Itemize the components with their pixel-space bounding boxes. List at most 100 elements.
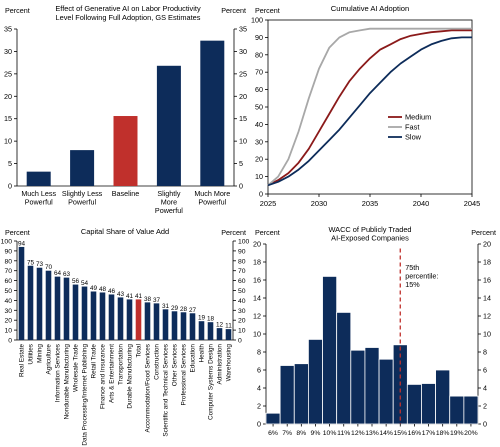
wacc-xtick-label: 13% xyxy=(365,430,379,437)
capital-share-category-label: Wholesale Trade xyxy=(73,344,80,392)
capital-share-bar xyxy=(36,267,43,340)
capital-share-ytick-label-right: 50 xyxy=(238,288,246,295)
wacc-bar xyxy=(463,395,479,425)
capital-share-value-label: 70 xyxy=(45,264,53,271)
capital-share-value-label: 54 xyxy=(81,280,89,287)
wacc-ytick-label-right: 6 xyxy=(483,366,487,375)
capital-share-category-label: Data Processing/Internet Publishing xyxy=(82,344,89,446)
capital-share-title: Capital Share of Value Add xyxy=(81,227,169,236)
wacc-ytick-label-left: 2 xyxy=(257,402,261,411)
productivity-ytick-label-right: 0 xyxy=(239,182,243,191)
capital-share-ytick-label-left: 50 xyxy=(4,288,12,295)
capital-share-ytick-label-right: 70 xyxy=(238,268,246,275)
wacc-ytick-label-left: 6 xyxy=(257,366,261,375)
capital-share-ylabel-left: Percent xyxy=(5,228,30,237)
productivity-ytick-label-right: 20 xyxy=(239,92,247,101)
wacc-ytick-label-left: 14 xyxy=(253,294,261,303)
productivity-ytick-label-right: 30 xyxy=(239,47,247,56)
capital-share-ytick-label-right: 10 xyxy=(238,328,246,335)
adoption-ytick-label: 50 xyxy=(255,103,263,112)
wacc-ytick-label-right: 10 xyxy=(483,330,491,339)
productivity-ytick-label-left: 20 xyxy=(4,92,12,101)
capital-share-category-label: Transportation xyxy=(118,344,125,385)
capital-share-value-label: 48 xyxy=(99,286,107,293)
wacc-ytick-label-right: 14 xyxy=(483,294,491,303)
wacc-bar xyxy=(265,412,281,425)
productivity-chart: Effect of Generative AI on Labor Product… xyxy=(4,4,247,215)
capital-share-category-label: Finance and Insurance xyxy=(100,344,107,409)
productivity-title: Effect of Generative AI on Labor Product… xyxy=(55,4,201,22)
productivity-category-label-line: Powerful xyxy=(68,198,96,207)
capital-share-ytick-label-left: 100 xyxy=(1,239,13,246)
wacc-ytick-label-left: 0 xyxy=(257,420,261,429)
capital-share-bar xyxy=(27,265,34,340)
productivity-ylabel-left: Percent xyxy=(5,6,30,15)
adoption-ylabel-left: Percent xyxy=(255,6,280,15)
productivity-category-label-line: Baseline xyxy=(112,189,140,198)
capital-share-ytick-label-right: 20 xyxy=(238,318,246,325)
wacc-bar xyxy=(406,383,422,425)
capital-share-category-label: Computer Systems Design xyxy=(208,344,215,420)
capital-share-ylabel-right: Percent xyxy=(221,228,246,237)
wacc-bar xyxy=(336,311,352,425)
wacc-xtick-label: 16% xyxy=(408,430,422,437)
capital-share-bar xyxy=(153,303,160,340)
wacc-title-line: AI-Exposed Companies xyxy=(331,234,409,243)
wacc-bar xyxy=(364,347,380,425)
adoption-xtick-label: 2035 xyxy=(362,199,378,208)
capital-share-bar xyxy=(216,328,223,340)
capital-share-bar xyxy=(108,294,115,340)
capital-share-bar xyxy=(81,286,88,340)
productivity-ylabel-right: Percent xyxy=(221,6,246,15)
capital-share-value-label: 37 xyxy=(153,297,161,304)
capital-share-value-label: 75 xyxy=(27,259,35,266)
productivity-ytick-label-left: 0 xyxy=(8,182,12,191)
capital-share-bar xyxy=(144,302,151,340)
wacc-ytick-label-left: 12 xyxy=(253,312,261,321)
wacc-bar xyxy=(307,338,323,425)
productivity-category-label-line: Powerful xyxy=(198,198,226,207)
wacc-ytick-label-left: 4 xyxy=(257,384,261,393)
capital-share-value-label: 41 xyxy=(126,293,134,300)
wacc-annotation-line: 75th xyxy=(405,263,419,272)
capital-share-bar xyxy=(90,291,97,340)
capital-share-bar xyxy=(135,299,142,340)
productivity-category-label-line: Powerful xyxy=(155,206,183,215)
capital-share-bar xyxy=(162,309,169,340)
productivity-ytick-label-right: 15 xyxy=(239,114,247,123)
wacc-xtick-label: 7% xyxy=(282,430,292,437)
wacc-bar xyxy=(421,383,437,425)
wacc-annotation-line: percentile: xyxy=(405,272,438,281)
adoption-title: Cumulative AI Adoption xyxy=(331,4,410,13)
capital-share-bar xyxy=(171,311,178,340)
capital-share-category-label: Accommodation/Food Services xyxy=(145,344,152,432)
wacc-ytick-label-right: 8 xyxy=(483,348,487,357)
capital-share-value-label: 29 xyxy=(171,305,179,312)
productivity-bar xyxy=(156,65,181,186)
adoption-series-line xyxy=(267,36,472,187)
capital-share-category-label: Education xyxy=(190,344,197,373)
capital-share-value-label: 46 xyxy=(108,288,116,295)
capital-share-bar xyxy=(189,313,196,340)
wacc-bar xyxy=(350,349,366,425)
adoption-xtick-label: 2040 xyxy=(413,199,429,208)
productivity-category-label-line: Much More xyxy=(194,189,230,198)
capital-share-category-label: Agriculture xyxy=(46,344,53,375)
wacc-title-line: WACC of Publicly Traded xyxy=(328,225,411,234)
productivity-bar xyxy=(113,116,138,186)
productivity-title-line: Effect of Generative AI on Labor Product… xyxy=(55,4,201,13)
capital-share-category-label: Nondurable Manufacturing xyxy=(64,344,71,420)
wacc-ytick-label-right: 12 xyxy=(483,312,491,321)
capital-share-value-label: 41 xyxy=(135,293,143,300)
productivity-ytick-label-left: 30 xyxy=(4,47,12,56)
wacc-ytick-label-left: 18 xyxy=(253,258,261,267)
adoption-ytick-label: 70 xyxy=(255,68,263,77)
capital-share-ytick-label-right: 90 xyxy=(238,248,246,255)
capital-share-category-label: Mining xyxy=(37,344,44,363)
capital-share-category-label: Construction xyxy=(154,344,161,380)
wacc-xtick-label: 6% xyxy=(268,430,278,437)
